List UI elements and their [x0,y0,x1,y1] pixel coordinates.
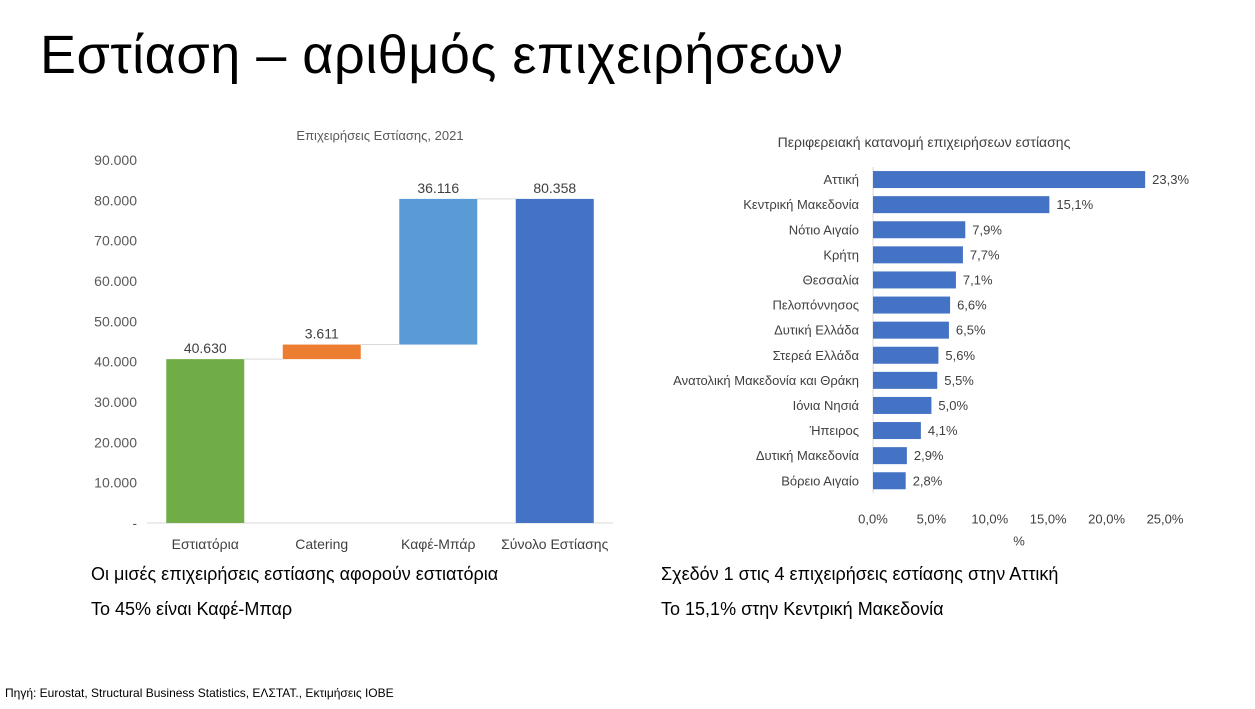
source-note: Πηγή: Eurostat, Structural Business Stat… [5,686,394,700]
y-tick-label: 10.000 [94,475,137,491]
x-tick-label: 20,0% [1088,511,1125,526]
x-tick-label: 10,0% [971,511,1008,526]
y-tick-label: 90.000 [94,152,137,168]
waterfall-chart: Επιχειρήσεις Εστίασης, 2021 - 10.000 20.000… [94,128,613,552]
bar-value-label: 80.358 [533,180,576,196]
waterfall-bar [399,198,478,345]
region-bar [873,371,938,389]
y-tick-label: 30.000 [94,394,137,410]
y-tick-label: 70.000 [94,233,137,249]
waterfall-title: Επιχειρήσεις Εστίασης, 2021 [296,128,463,143]
y-tick-label: 60.000 [94,273,137,289]
region-bar [873,422,921,440]
y-tick-label: 40.000 [94,354,137,370]
region-label: Κεντρική Μακεδονία [743,197,859,212]
y-tick-label: 20.000 [94,434,137,450]
region-bar [873,271,956,289]
bar-value-label: 7,1% [963,272,993,287]
region-bar [873,221,966,239]
region-bar [873,321,949,339]
region-label: Ήπειρος [809,423,859,438]
region-label: Θεσσαλία [803,272,860,287]
region-label: Πελοπόννησος [773,298,859,313]
bar-value-label: 3.611 [305,326,339,342]
region-bar [873,246,963,264]
bar-value-label: 6,5% [956,323,986,338]
bar-value-label: 2,8% [913,473,943,488]
region-bar [873,171,1146,189]
y-tick-label: 80.000 [94,192,137,208]
bar-value-label: 5,6% [945,348,975,363]
region-label: Κρήτη [823,247,859,262]
regional-title: Περιφερειακή κατανομή επιχειρήσεων εστία… [778,134,1071,150]
bar-value-label: 7,9% [972,222,1002,237]
left-caption-line1: Οι μισές επιχειρήσεις εστίασης αφορούν ε… [91,564,499,584]
region-label: Βόρειο Αιγαίο [781,473,859,488]
bar-value-label: 7,7% [970,247,1000,262]
region-label: Αττική [823,172,859,187]
right-caption-line1: Σχεδόν 1 στις 4 επιχειρήσεις εστίασης στ… [661,564,1059,584]
region-label: Στερεά Ελλάδα [773,348,860,363]
region-bar [873,296,951,314]
region-bar [873,196,1050,214]
waterfall-bar [166,359,245,523]
x-tick-label: 0,0% [858,511,888,526]
bar-value-label: 2,9% [914,448,944,463]
bar-value-label: 6,6% [957,298,987,313]
bar-value-label: 23,3% [1152,172,1189,187]
region-label: Νότιο Αιγαίο [789,222,859,237]
y-tick-label: 50.000 [94,313,137,329]
x-category-label: Catering [295,536,348,552]
bar-value-label: 4,1% [928,423,958,438]
region-bar [873,447,907,465]
x-axis-title: % [1013,533,1025,548]
right-caption-line2: Το 15,1% στην Κεντρική Μακεδονία [661,599,944,619]
region-bar [873,346,939,364]
region-label: Ανατολική Μακεδονία και Θράκη [673,373,859,388]
region-bar [873,472,906,490]
x-tick-label: 5,0% [917,511,947,526]
bar-value-label: 15,1% [1056,197,1093,212]
left-caption-line2: Το 45% είναι Καφέ-Μπαρ [91,599,293,619]
bar-value-label: 36.116 [417,180,459,196]
regional-bar-chart: Περιφερειακή κατανομή επιχειρήσεων εστία… [673,134,1189,548]
slide-title: Εστίαση – αριθμός επιχειρήσεων [40,25,844,85]
region-label: Δυτική Μακεδονία [756,448,860,463]
region-label: Δυτική Ελλάδα [774,323,859,338]
bar-value-label: 5,0% [938,398,968,413]
y-tick-label: - [132,515,137,531]
x-tick-label: 15,0% [1030,511,1067,526]
bar-value-label: 40.630 [184,340,227,356]
waterfall-bar [515,198,594,523]
region-label: Ιόνια Νησιά [793,398,860,413]
region-bar [873,396,932,414]
x-category-label: Σύνολο Εστίασης [501,536,608,552]
bar-value-label: 5,5% [944,373,974,388]
x-category-label: Εστιατόρια [172,536,239,552]
x-category-label: Καφέ-Μπάρ [401,536,475,552]
x-tick-label: 25,0% [1147,511,1184,526]
waterfall-bar [282,344,361,360]
